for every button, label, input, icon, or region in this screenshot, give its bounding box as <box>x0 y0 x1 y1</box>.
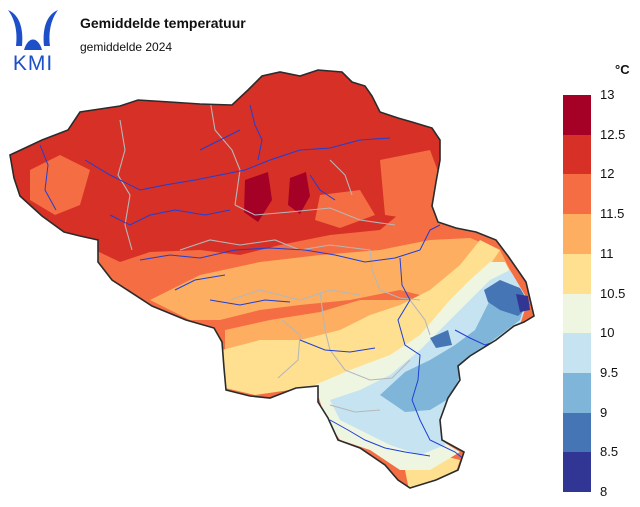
zone-8-5-9 <box>430 330 452 348</box>
legend-swatch <box>563 333 591 374</box>
map-subtitle: gemiddelde 2024 <box>80 40 173 54</box>
legend-tick-label: 8.5 <box>600 444 619 460</box>
zone-11-11-5 <box>150 238 510 320</box>
zone-12-5-13 <box>288 172 310 214</box>
zone-9-9-5 <box>380 285 526 412</box>
legend-swatch <box>563 134 591 175</box>
legend-tick-label: 8 <box>600 484 608 499</box>
legend-swatch <box>563 293 591 334</box>
legend-tick-label: 9.5 <box>600 364 619 380</box>
legend-swatch <box>563 95 591 136</box>
color-legend <box>563 95 591 493</box>
zone-patch <box>30 155 90 215</box>
province-borders <box>117 99 431 413</box>
legend-tick-label: 12 <box>600 166 615 182</box>
legend-unit: °C <box>615 62 630 77</box>
legend-swatch <box>563 214 591 255</box>
zone-10-5-11 <box>222 240 500 395</box>
zone-patch <box>315 190 375 228</box>
legend-swatch <box>563 452 591 493</box>
legend-tick-label: 11 <box>600 245 614 261</box>
legend-swatch <box>563 253 591 294</box>
zone-8-8-5 <box>516 294 530 312</box>
zone-patch <box>380 150 445 220</box>
map-title: Gemiddelde temperatuur <box>80 15 246 31</box>
legend-tick-label: 13 <box>600 87 615 102</box>
legend-tick-label: 12.5 <box>600 126 626 142</box>
legend-tick-label: 10 <box>600 325 615 341</box>
zone-8-5-9 <box>484 280 530 316</box>
kmi-logo <box>8 10 58 50</box>
legend-tick-label: 9 <box>600 404 608 420</box>
legend-tick-label: 10.5 <box>600 285 626 301</box>
legend-swatch <box>563 174 591 215</box>
legend-swatch <box>563 412 591 453</box>
legend-swatch <box>563 372 591 414</box>
zone-12-5-13 <box>244 172 272 222</box>
logo-text: KMI <box>12 52 54 75</box>
legend-tick-label: 11.5 <box>600 206 625 222</box>
